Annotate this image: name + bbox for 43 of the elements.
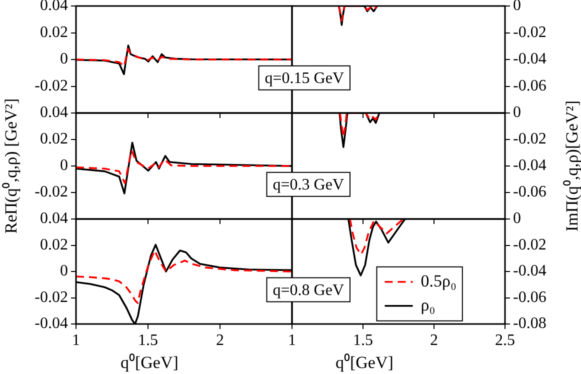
legend-label: 0.5ρ₀ bbox=[420, 271, 456, 290]
y-tick-label: -0.02 bbox=[34, 184, 68, 201]
annotation: q=0.15 GeV bbox=[264, 70, 344, 88]
y-tick-label: -0.08 bbox=[513, 315, 546, 332]
x-tick-label: 2.5 bbox=[495, 332, 515, 349]
line-series bbox=[349, 219, 404, 256]
x-axis-title: q⁰[GeV] bbox=[120, 353, 178, 372]
y-tick-label: -0.06 bbox=[513, 77, 546, 94]
y-tick-label: 0 bbox=[60, 157, 68, 174]
y-tick-label: 0.02 bbox=[40, 24, 68, 41]
y-tick-label: 0.02 bbox=[40, 236, 68, 254]
line-series bbox=[76, 48, 292, 68]
y-tick-label: 0 bbox=[513, 104, 521, 122]
y-tick-label: -0.04 bbox=[34, 315, 68, 332]
x-axis-title: q⁰[GeV] bbox=[335, 353, 394, 372]
y-tick-label: -0.02 bbox=[513, 130, 546, 148]
y-tick-label: -0.06 bbox=[513, 184, 546, 201]
x-tick-label: 1.5 bbox=[353, 332, 373, 349]
y-tick-label: 0.04 bbox=[40, 210, 68, 228]
y-tick-label: 0.02 bbox=[40, 130, 68, 148]
y-tick-label: -0.02 bbox=[34, 288, 68, 306]
y-tick-label: -0.04 bbox=[513, 157, 546, 174]
y-tick-label: -0.06 bbox=[513, 288, 546, 306]
y-tick-label: -0.04 bbox=[513, 50, 546, 68]
y-tick-label: 0 bbox=[60, 262, 68, 280]
y-axis-title: ReΠ(q⁰,q,ρ) [GeV²] bbox=[1, 98, 20, 234]
annotation: q=0.3 GeV bbox=[272, 176, 344, 194]
legend-label: ρ₀ bbox=[420, 295, 436, 314]
y-tick-label: -0.02 bbox=[34, 77, 68, 94]
y-tick-label: 0 bbox=[513, 210, 521, 228]
x-tick-label: 2 bbox=[430, 332, 438, 349]
x-tick-label: 1 bbox=[288, 332, 296, 349]
y-tick-label: -0.04 bbox=[513, 262, 546, 280]
y-tick-label: 0.04 bbox=[40, 104, 68, 122]
y-tick-label: -0.02 bbox=[513, 236, 546, 254]
y-tick-label: -0.02 bbox=[513, 24, 546, 41]
y-axis-title: ImΠ(q⁰,q,ρ)[GeV²] bbox=[562, 100, 581, 232]
y-tick-label: 0 bbox=[60, 50, 68, 68]
line-series bbox=[339, 113, 380, 138]
annotation: q=0.8 GeV bbox=[272, 282, 344, 300]
x-tick-label: 1 bbox=[72, 332, 80, 349]
x-tick-label: 1.5 bbox=[138, 332, 158, 349]
x-tick-label: 2 bbox=[216, 332, 224, 349]
